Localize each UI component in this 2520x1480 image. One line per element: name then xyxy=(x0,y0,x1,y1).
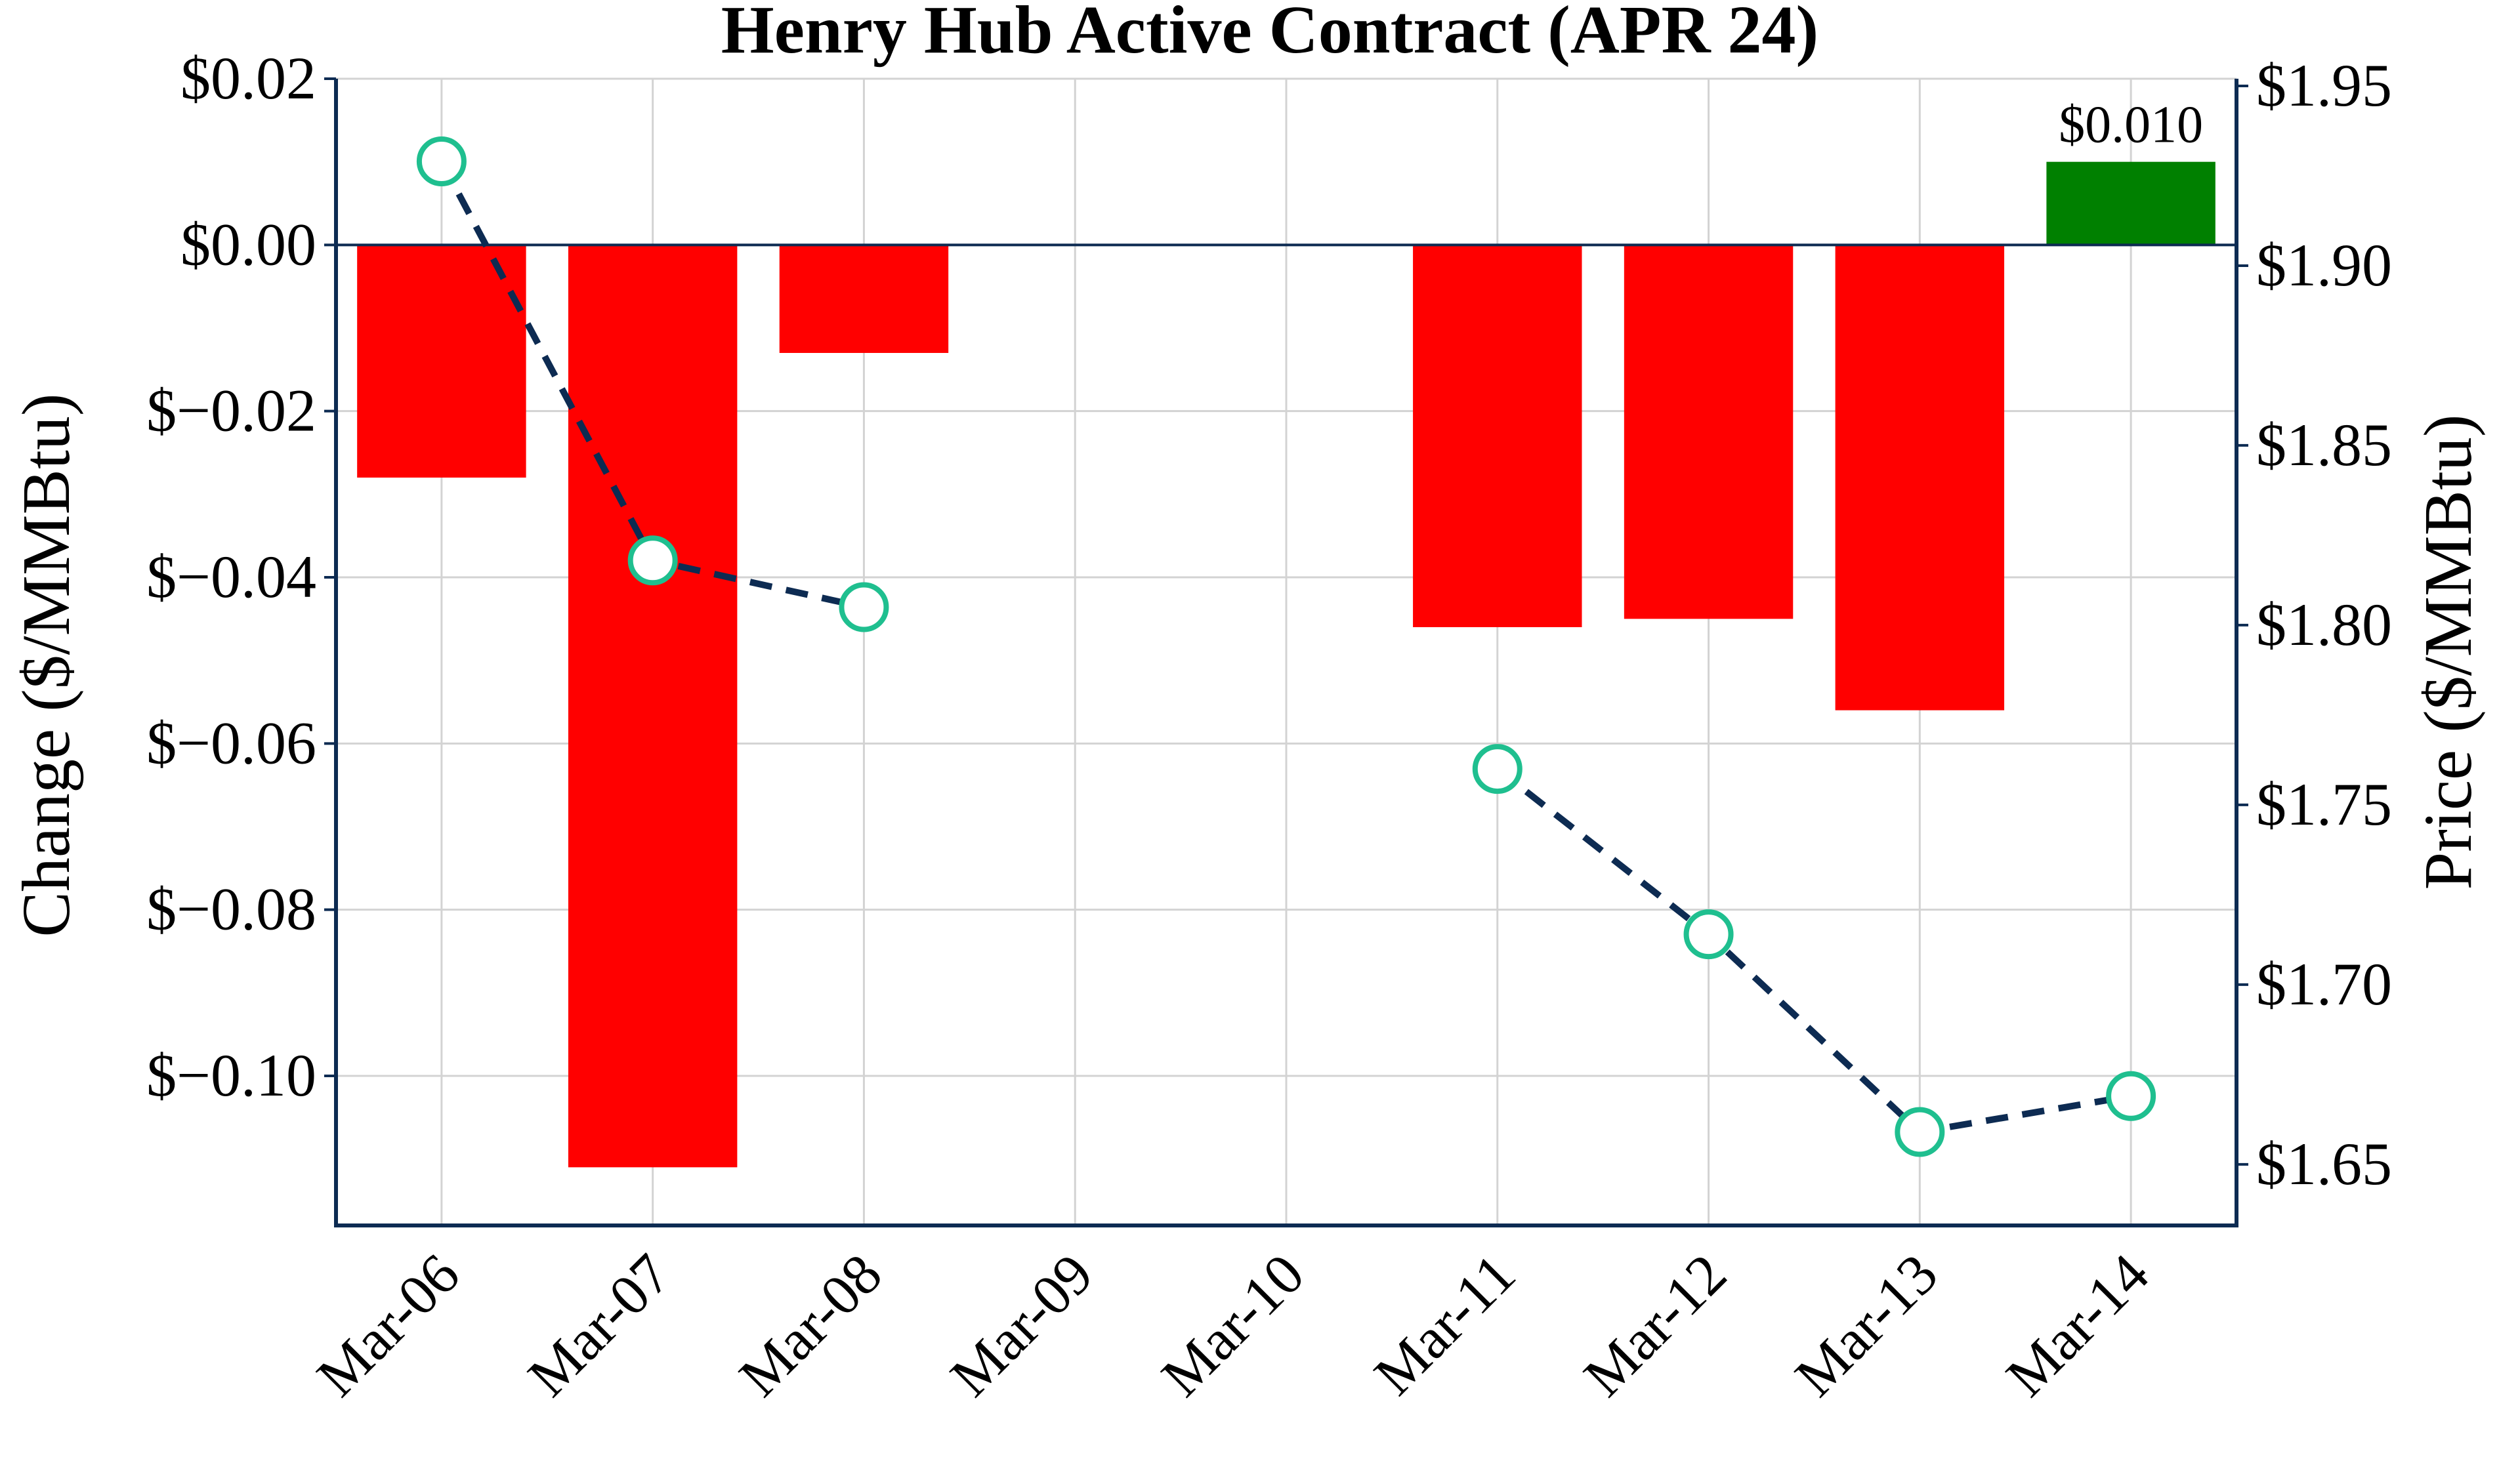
left-y-tick-label: $0.00 xyxy=(180,211,316,278)
price-marker xyxy=(416,136,467,187)
left-y-tick-label: $−0.08 xyxy=(146,876,316,943)
chart-title: Henry Hub Active Contract (APR 24) xyxy=(721,0,1818,68)
bar xyxy=(1624,245,1794,619)
left-y-ticks: $0.02 $0.00 $−0.02 $−0.04 $−0.06 $−0.08 $−0.10 xyxy=(146,45,336,1109)
price-marker xyxy=(1472,744,1522,794)
axes xyxy=(334,79,2238,1227)
left-y-tick-label: $−0.02 xyxy=(146,377,316,444)
x-tick-label: Mar-08 xyxy=(728,1243,894,1409)
price-marker xyxy=(627,535,678,586)
left-y-tick-label: $−0.04 xyxy=(146,543,316,610)
right-y-tick-label: $1.75 xyxy=(2256,771,2392,838)
right-y-tick-label: $1.65 xyxy=(2256,1130,2392,1197)
right-y-tick-label: $1.95 xyxy=(2256,52,2392,119)
left-y-tick-label: $0.02 xyxy=(180,45,316,112)
left-y-axis-label: Change ($/MMBtu) xyxy=(9,393,84,937)
left-y-tick-label: $−0.10 xyxy=(146,1042,316,1109)
bar xyxy=(1413,245,1582,627)
right-y-tick-label: $1.90 xyxy=(2256,232,2392,298)
bar xyxy=(568,245,738,1168)
x-ticks: Mar-06 Mar-07 Mar-08 Mar-09 Mar-10 Mar-11 Mar-… xyxy=(305,1243,2161,1409)
bar-data-label: $0.010 xyxy=(2059,96,2203,154)
right-y-ticks: $1.95 $1.90 $1.85 $1.80 $1.75 $1.70 $1.65 xyxy=(2236,52,2392,1197)
price-marker xyxy=(839,582,889,632)
bar xyxy=(779,245,949,353)
price-marker xyxy=(2106,1071,2156,1121)
right-y-tick-label: $1.80 xyxy=(2256,591,2392,658)
x-tick-label: Mar-07 xyxy=(516,1243,683,1409)
bar-series xyxy=(357,161,2216,1168)
x-tick-label: Mar-06 xyxy=(305,1243,472,1409)
data-labels: $0.010 xyxy=(2059,96,2203,154)
x-tick-label: Mar-13 xyxy=(1784,1243,1950,1409)
price-series xyxy=(416,136,2156,1157)
price-marker xyxy=(1683,909,1734,960)
bar xyxy=(1835,245,2005,710)
x-tick-label: Mar-10 xyxy=(1150,1243,1316,1409)
right-y-tick-label: $1.70 xyxy=(2256,951,2392,1018)
price-line-segment xyxy=(1495,766,2132,1136)
price-marker xyxy=(1895,1107,1945,1157)
right-y-tick-label: $1.85 xyxy=(2256,411,2392,478)
x-tick-label: Mar-14 xyxy=(1994,1243,2161,1409)
bar xyxy=(2046,161,2216,245)
x-tick-label: Mar-09 xyxy=(938,1243,1105,1409)
bar xyxy=(357,245,526,478)
x-tick-label: Mar-11 xyxy=(1362,1243,1528,1408)
right-y-axis-label: Price ($/MMBtu) xyxy=(2410,414,2486,890)
left-y-tick-label: $−0.06 xyxy=(146,709,316,776)
x-tick-label: Mar-12 xyxy=(1572,1243,1739,1409)
